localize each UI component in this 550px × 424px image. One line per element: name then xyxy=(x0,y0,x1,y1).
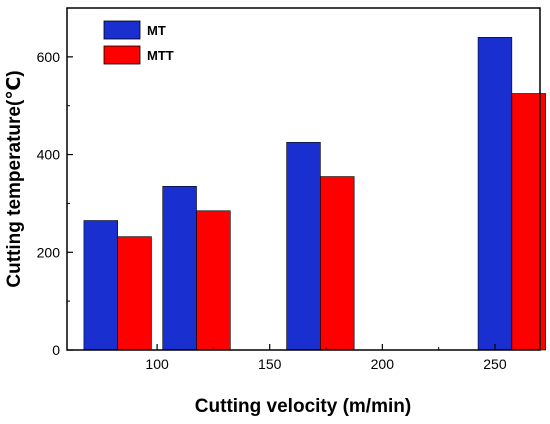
bar-mt-3 xyxy=(477,37,513,351)
bars-layer xyxy=(83,37,546,351)
bar-mt-1 xyxy=(162,186,197,351)
y-tick-label: 600 xyxy=(37,49,61,65)
plot-frame xyxy=(66,7,541,351)
x-axis-title: Cutting velocity (m/min) xyxy=(195,396,411,417)
bar-mt-2 xyxy=(286,142,321,351)
bar-mt-0 xyxy=(83,220,118,351)
legend-swatch-mtt xyxy=(103,45,141,65)
bar-mtt-1 xyxy=(196,210,231,351)
axes-layer: 100 150 200 250 0 200 400 600 xyxy=(37,49,507,372)
x-tick-label: 250 xyxy=(483,356,507,372)
x-tick-label: 200 xyxy=(371,356,395,372)
legend-label-mtt: MTT xyxy=(147,48,174,63)
legend: MT MTT xyxy=(103,20,174,65)
x-tick-label: 150 xyxy=(258,356,282,372)
legend-swatch-mt xyxy=(103,20,141,40)
bar-mtt-0 xyxy=(117,236,152,351)
y-tick-label: 400 xyxy=(37,147,61,163)
y-tick-label: 0 xyxy=(52,342,60,358)
y-tick-label: 200 xyxy=(37,244,61,260)
y-axis-title: Cutting temperature(℃) xyxy=(4,70,25,287)
x-tick-label: 100 xyxy=(145,356,169,372)
bar-mtt-2 xyxy=(320,176,355,351)
legend-label-mt: MT xyxy=(147,23,166,38)
